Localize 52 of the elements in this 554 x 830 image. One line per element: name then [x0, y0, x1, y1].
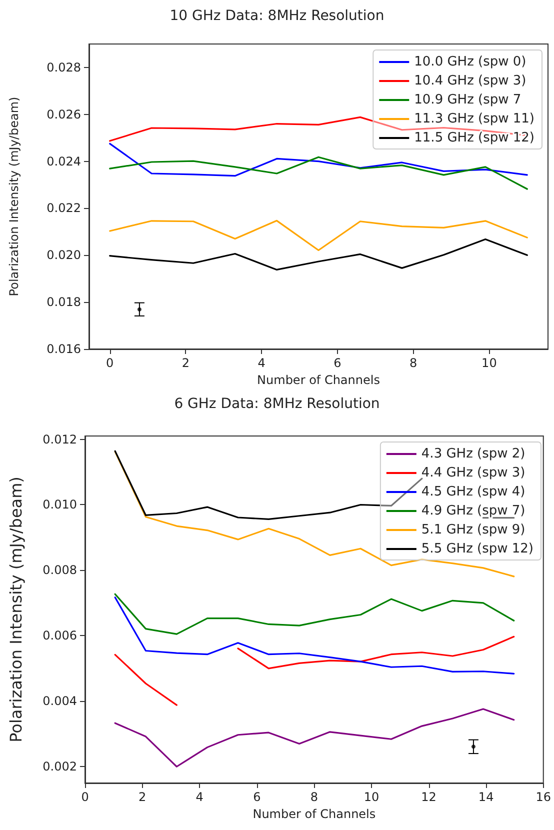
y-tick-label: 0.016 [46, 342, 81, 356]
legend-label: 4.4 GHz (spw 3) [421, 466, 526, 480]
y-tick-label: 0.022 [46, 201, 81, 216]
legend-label: 10.9 GHz (spw 7 [414, 92, 522, 108]
line-series [109, 220, 528, 252]
line-series [114, 708, 515, 768]
y-tick-label: 0.012 [42, 432, 77, 446]
chart-title: 10 GHz Data: 8MHz Resolution [170, 8, 384, 24]
legend-label: 5.1 GHz (spw 9) [421, 522, 526, 538]
x-tick-label: 10 [482, 356, 497, 370]
y-tick-label: 0.024 [46, 154, 81, 168]
x-axis-title: Number of Channels [252, 806, 376, 821]
legend-label: 10.4 GHz (spw 3) [414, 74, 526, 88]
x-tick-label: 6 [253, 790, 261, 804]
x-tick-label: 2 [138, 790, 146, 804]
legend-label: 11.3 GHz (spw 11) [414, 112, 534, 126]
y-axis-title: Polarization Intensity (mJy/beam) [7, 96, 21, 296]
legend-label: 10.0 GHz (spw 0) [414, 54, 526, 70]
legend-label: 4.9 GHz (spw 7) [421, 504, 526, 518]
y-tick-label: 0.004 [42, 694, 77, 708]
x-tick-label: 0 [81, 790, 89, 804]
y-tick-label: 0.006 [42, 628, 77, 643]
x-tick-label: 0 [106, 356, 114, 370]
y-tick-label: 0.002 [42, 760, 77, 774]
y-tick-label: 0.018 [46, 295, 81, 310]
line-series [109, 142, 528, 177]
x-tick-label: 14 [478, 790, 494, 804]
x-tick-label: 4 [258, 356, 266, 370]
line-series [109, 238, 528, 270]
x-tick-label: 10 [364, 790, 380, 804]
y-tick-label: 0.008 [42, 563, 77, 578]
x-tick-label: 6 [334, 356, 342, 370]
x-axis-title: Number of Channels [257, 372, 380, 387]
x-tick-label: 12 [421, 790, 436, 804]
x-tick-label: 16 [536, 790, 552, 804]
x-tick-label: 8 [410, 356, 418, 370]
line-series [109, 156, 528, 190]
legend-label: 4.3 GHz (spw 2) [421, 446, 526, 462]
y-tick-label: 0.010 [42, 498, 77, 512]
line-series [114, 593, 515, 635]
y-tick-label: 0.026 [46, 107, 81, 122]
line-series [114, 596, 515, 674]
x-tick-label: 4 [196, 790, 204, 804]
chart-title: 6 GHz Data: 8MHz Resolution [174, 396, 380, 412]
x-tick-label: 8 [310, 790, 318, 804]
legend-label: 5.5 GHz (spw 12) [421, 542, 534, 556]
legend-label: 11.5 GHz (spw 12) [414, 130, 534, 146]
legend-label: 4.5 GHz (spw 4) [421, 484, 526, 500]
y-tick-label: 0.020 [46, 248, 81, 262]
y-tick-label: 0.028 [46, 60, 81, 74]
x-tick-label: 2 [182, 356, 190, 370]
y-axis-title: Polarization Intensity (mJy/beam) [6, 476, 26, 742]
